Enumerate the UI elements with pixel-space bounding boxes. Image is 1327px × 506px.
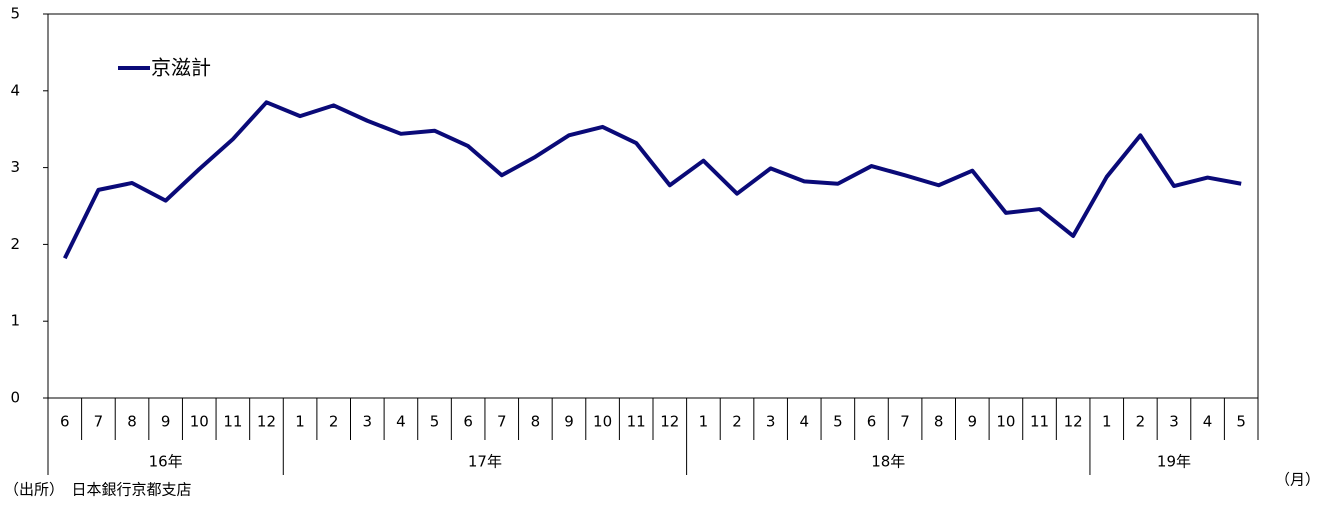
x-tick-label: 1 [699,413,709,431]
x-tick-label: 2 [1136,413,1146,431]
x-tick-label: 5 [833,413,843,431]
x-tick-label: 4 [1203,413,1213,431]
y-tick-label: 2 [10,235,20,253]
x-tick-label: 10 [190,413,209,431]
y-tick-label: 5 [10,5,20,23]
x-tick-label: 4 [799,413,809,431]
x-group-label: 18年 [871,453,905,471]
x-tick-label: 7 [94,413,104,431]
x-group-label: 19年 [1157,453,1191,471]
x-tick-label: 8 [127,413,137,431]
x-tick-label: 11 [223,413,242,431]
x-group-label: 17年 [468,453,502,471]
x-tick-label: 12 [1064,413,1083,431]
x-tick-label: 7 [900,413,910,431]
x-tick-label: 9 [564,413,574,431]
x-tick-label: 6 [463,413,473,431]
x-tick-label: 8 [934,413,944,431]
x-tick-label: 5 [430,413,440,431]
plot-frame [47,13,1259,399]
x-tick-label: 8 [531,413,541,431]
x-tick-label: 1 [295,413,305,431]
x-tick-label: 10 [593,413,612,431]
x-tick-label: 11 [1030,413,1049,431]
x-tick-label: 3 [766,413,776,431]
x-unit: （月） [1275,471,1320,489]
x-tick-label: 11 [627,413,646,431]
x-tick-label: 7 [497,413,507,431]
y-tick-label: 4 [10,81,20,99]
source: （出所） 日本銀行京都支店 [4,481,192,499]
legend-label: 京滋計 [151,56,211,80]
x-tick-label: 2 [329,413,339,431]
x-tick-label: 5 [1236,413,1246,431]
y-tick-label: 1 [10,312,20,330]
y-tick-label: 3 [10,158,20,176]
x-tick-label: 9 [968,413,978,431]
x-tick-label: 6 [867,413,877,431]
x-tick-label: 1 [1102,413,1112,431]
x-tick-label: 12 [257,413,276,431]
x-tick-label: 10 [996,413,1015,431]
y-tick-label: 0 [10,389,20,407]
x-tick-label: 4 [396,413,406,431]
x-tick-label: 3 [1169,413,1179,431]
x-tick-label: 6 [60,413,70,431]
x-tick-label: 2 [732,413,742,431]
x-group-label: 16年 [149,453,183,471]
x-tick-label: 9 [161,413,171,431]
x-tick-label: 3 [363,413,373,431]
line-series [63,100,1242,260]
x-tick-label: 12 [660,413,679,431]
